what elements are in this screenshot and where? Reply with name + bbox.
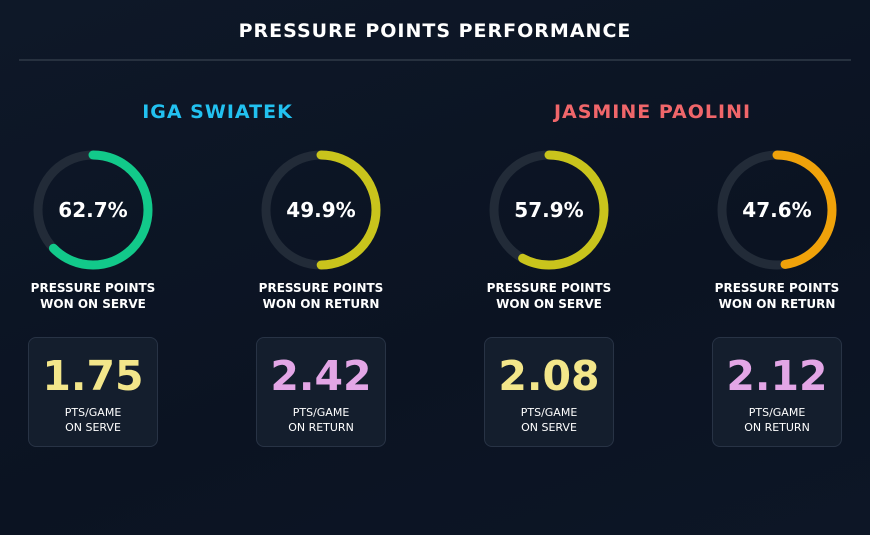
ring-swiatek-return-graphic — [261, 150, 381, 270]
stat-value: 2.08 — [498, 352, 600, 400]
stat-label-line1: PTS/GAME — [520, 406, 578, 419]
stat-value: 2.42 — [270, 352, 372, 400]
ring-paolini-serve: 57.9% — [487, 148, 611, 272]
player-name-paolini: JASMINE PAOLINI — [553, 101, 752, 123]
stat-value: 1.75 — [42, 352, 144, 400]
stat-label: PTS/GAME ON SERVE — [29, 405, 157, 435]
ring-label-line1: PRESSURE POINTS — [258, 281, 384, 295]
stat-card-swiatek-serve: 1.75 PTS/GAME ON SERVE — [28, 337, 158, 447]
stat-value: 2.12 — [726, 352, 828, 400]
stat-label-line2: ON SERVE — [521, 421, 577, 434]
ring-label-swiatek-return: PRESSURE POINTS WON ON RETURN — [236, 280, 406, 312]
title-divider — [19, 59, 851, 61]
stat-label-line1: PTS/GAME — [748, 406, 806, 419]
ring-label-swiatek-serve: PRESSURE POINTS WON ON SERVE — [8, 280, 178, 312]
ring-swiatek-return: 49.9% — [259, 148, 383, 272]
ring-label-paolini-serve: PRESSURE POINTS WON ON SERVE — [464, 280, 634, 312]
ring-label-line2: WON ON RETURN — [718, 297, 836, 311]
ring-label-line1: PRESSURE POINTS — [30, 281, 156, 295]
page-title: PRESSURE POINTS PERFORMANCE — [238, 20, 632, 42]
ring-swiatek-serve-graphic — [33, 150, 153, 270]
ring-label-line1: PRESSURE POINTS — [486, 281, 612, 295]
stat-label: PTS/GAME ON SERVE — [485, 405, 613, 435]
ring-label-line2: WON ON SERVE — [496, 297, 602, 311]
ring-progress-arc — [33, 150, 153, 270]
player-name-swiatek: IGA SWIATEK — [142, 101, 293, 123]
stat-label-line2: ON RETURN — [744, 421, 810, 434]
ring-paolini-return-graphic — [717, 150, 837, 270]
ring-label-line2: WON ON RETURN — [262, 297, 380, 311]
stat-card-swiatek-return: 2.42 PTS/GAME ON RETURN — [256, 337, 386, 447]
ring-progress-arc — [717, 150, 837, 270]
stat-card-paolini-serve: 2.08 PTS/GAME ON SERVE — [484, 337, 614, 447]
stat-label: PTS/GAME ON RETURN — [257, 405, 385, 435]
stat-label-line1: PTS/GAME — [292, 406, 350, 419]
ring-label-line2: WON ON SERVE — [40, 297, 146, 311]
ring-value: 62.7% — [58, 198, 128, 222]
ring-paolini-return: 47.6% — [715, 148, 839, 272]
stat-label: PTS/GAME ON RETURN — [713, 405, 841, 435]
ring-paolini-serve-graphic — [489, 150, 609, 270]
stat-card-paolini-return: 2.12 PTS/GAME ON RETURN — [712, 337, 842, 447]
ring-progress-arc — [261, 150, 381, 270]
ring-label-line1: PRESSURE POINTS — [714, 281, 840, 295]
ring-progress-arc — [489, 150, 609, 270]
ring-label-paolini-return: PRESSURE POINTS WON ON RETURN — [692, 280, 862, 312]
ring-swiatek-serve: 62.7% — [31, 148, 155, 272]
ring-value: 49.9% — [286, 198, 356, 222]
ring-value: 47.6% — [742, 198, 812, 222]
stat-label-line2: ON RETURN — [288, 421, 354, 434]
stat-label-line2: ON SERVE — [65, 421, 121, 434]
stat-label-line1: PTS/GAME — [64, 406, 122, 419]
ring-value: 57.9% — [514, 198, 584, 222]
